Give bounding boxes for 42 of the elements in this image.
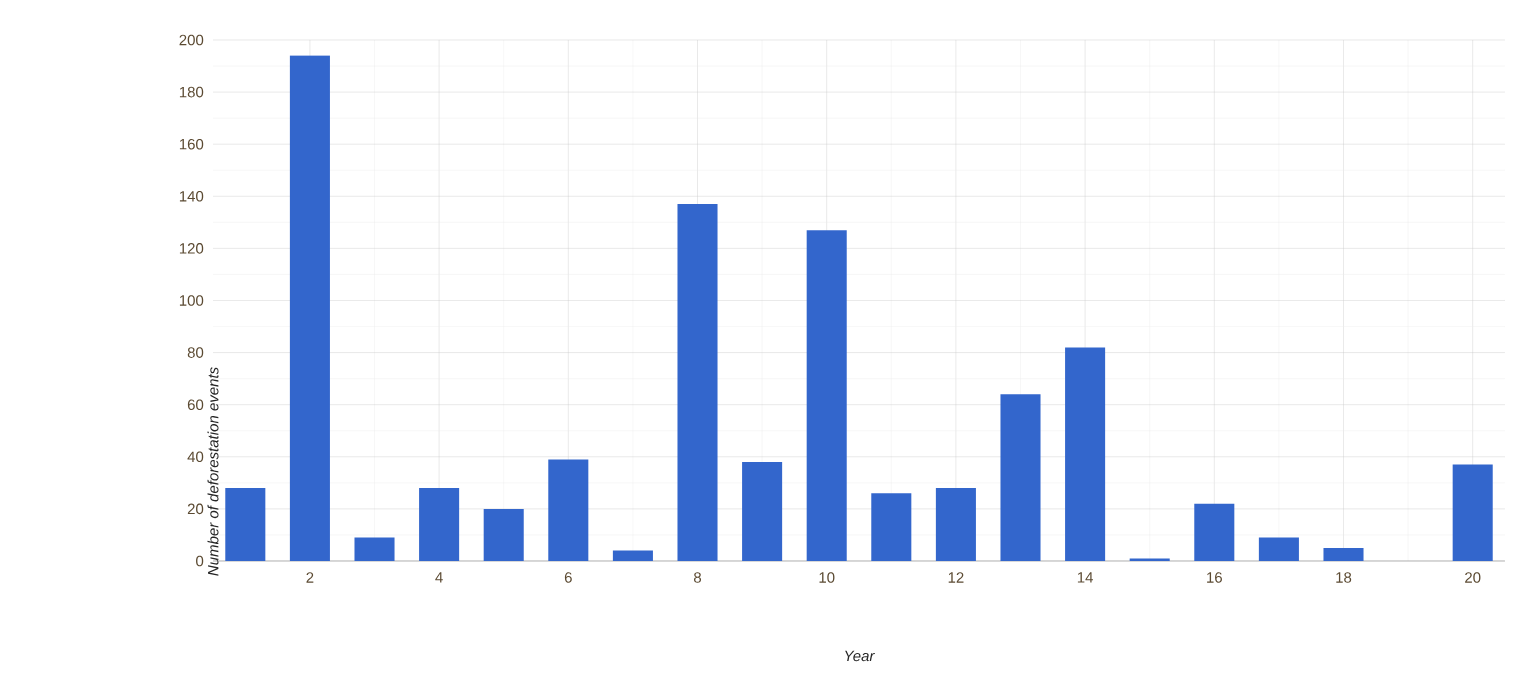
bar (354, 537, 395, 561)
x-tick-label: 6 (564, 572, 572, 583)
bar (806, 230, 847, 561)
y-tick-label: 200 (179, 34, 204, 46)
bar (1000, 394, 1041, 561)
y-tick-label: 20 (187, 503, 204, 515)
bar (742, 462, 783, 561)
x-tick-label: 18 (1336, 572, 1352, 583)
y-tick-label: 100 (179, 295, 204, 306)
bar (612, 550, 653, 561)
x-tick-label: 4 (435, 572, 443, 583)
bar (419, 488, 460, 561)
y-tick-label: 160 (179, 138, 204, 150)
y-tick-label: 140 (179, 190, 204, 202)
y-tick-label: 120 (179, 243, 204, 254)
bar (225, 488, 266, 561)
x-axis-title: Year (845, 650, 875, 662)
bar (935, 488, 976, 561)
x-tick-label: 8 (693, 572, 702, 583)
bar (1129, 558, 1170, 561)
bar (1258, 537, 1299, 561)
x-tick-label: 10 (819, 572, 835, 583)
bar (1194, 503, 1235, 561)
y-axis-title: Number of deforestation events (207, 367, 219, 576)
y-tick-label: 0 (196, 555, 204, 567)
x-tick-label: 20 (1465, 572, 1481, 583)
x-tick-label: 12 (948, 572, 964, 583)
bar (1065, 347, 1106, 561)
bar (1323, 547, 1364, 561)
bar (548, 459, 589, 561)
x-tick-label: 14 (1077, 572, 1093, 583)
bar (483, 508, 524, 561)
bar (1452, 464, 1493, 561)
x-tick-label: 16 (1207, 572, 1222, 583)
bar (871, 493, 912, 561)
bar (677, 204, 718, 561)
y-tick-label: 180 (179, 86, 204, 98)
y-tick-label: 40 (187, 451, 204, 463)
bar (289, 55, 330, 561)
x-tick-label: 2 (306, 572, 314, 583)
y-tick-label: 60 (187, 399, 204, 410)
y-tick-label: 80 (187, 347, 204, 358)
